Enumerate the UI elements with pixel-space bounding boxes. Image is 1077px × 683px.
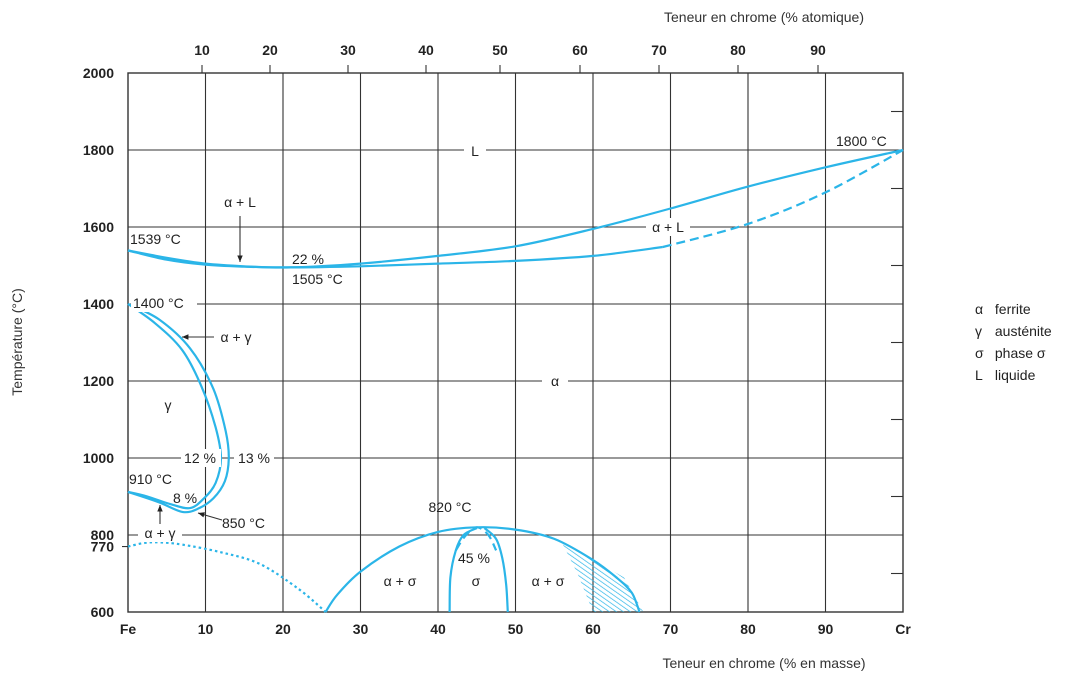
x-tick-label: 20 [275,621,291,637]
y-tick-label: 1600 [83,219,114,235]
curve-sigma-right [483,527,509,613]
x-tick-label: Cr [895,621,911,637]
legend-symbol: L [975,367,983,383]
label-1539: 1539 °C [130,231,181,247]
region-label-L: L [471,143,479,159]
x-tick-label: 30 [353,621,369,637]
y-tick-label: 2000 [83,65,114,81]
curve-sigma-boundary [324,526,641,613]
label-13: 13 % [238,450,270,466]
grid [122,65,904,613]
x2-tick-label: 40 [418,42,434,58]
label-12: 12 % [184,450,216,466]
y-axis-title: Température (°C) [9,288,25,396]
label-1505: 1505 °C [292,271,343,287]
region-label-alpha-gamma-lower: α + γ [144,525,175,541]
region-label-L-bg [464,142,486,160]
region-label-alpha-gamma-upper: α + γ [220,329,251,345]
hatch-layer [562,542,644,612]
x-tick-label: Fe [120,621,137,637]
x2-tick-label: 80 [730,42,746,58]
region-label-alpha-gamma-lower-bg [138,524,182,542]
curve-solidus-dashed [662,149,904,249]
x2-tick-label: 90 [810,42,826,58]
x2-tick-label: 20 [262,42,278,58]
label-1400-bg [131,294,197,312]
y-tick-label: 800 [91,527,115,543]
label-1800: 1800 °C [836,133,887,149]
label-12-bg [181,449,221,467]
curves [127,148,904,613]
curve-sigma-left [448,527,478,613]
y-tick-label: 600 [91,604,115,620]
label-8: 8 % [173,490,197,506]
x-tick-label: 70 [663,621,679,637]
x-axis-title: Teneur en chrome (% en masse) [662,655,865,671]
legend-item-gamma: γ austénite [975,320,1052,342]
x2-tick-label: 10 [194,42,210,58]
legend-symbol: α [975,301,984,317]
y-tick-label: 770 [91,539,115,555]
curve-sigma-dashed [454,526,498,552]
y-tick-label: 1000 [83,450,114,466]
legend: α ferrite γ austénite σ phase σ L liquid… [975,298,1052,386]
region-label-alpha-L-right: α + L [652,219,684,235]
label-45: 45 % [458,550,490,566]
x-tick-label: 40 [430,621,446,637]
region-label-gamma: γ [165,397,172,413]
x2-axis-title: Teneur en chrome (% atomique) [664,9,864,25]
x2-tick-label: 60 [572,42,588,58]
legend-item-liquid: L liquide [975,364,1052,386]
arrow-alpha-gamma-lower-head [157,505,163,512]
arrow-alpha-gamma-head [182,334,189,340]
region-label-alpha: α [551,373,559,389]
x-tick-label: 10 [198,621,214,637]
region-label-alpha-sigma-left: α + σ [384,573,417,589]
legend-symbol: γ [975,323,982,339]
label-13-bg [234,449,274,467]
x-tick-label: 50 [508,621,524,637]
region-label-alpha-L-right-bg [646,218,690,236]
label-910: 910 °C [129,471,172,487]
region-label-alpha-bg [542,372,568,390]
label-820: 820 °C [429,499,472,515]
x2-tick-label: 30 [340,42,356,58]
x2-tick-label: 70 [651,42,667,58]
curve-gamma-loop-inner [127,303,223,510]
sigma-hatch-region [562,542,644,612]
legend-text: phase σ [994,345,1046,361]
label-850: 850 °C [222,515,265,531]
x2-tick-label: 50 [492,42,508,58]
arrow-alpha-L-head [237,255,243,262]
legend-item-alpha: α ferrite [975,298,1052,320]
y-tick-label: 1800 [83,142,114,158]
y-tick-label: 1400 [83,296,114,312]
region-label-alpha-L-upper: α + L [224,194,256,210]
legend-text: liquide [994,367,1036,383]
x-tick-label: 80 [740,621,756,637]
legend-item-sigma: σ phase σ [975,342,1052,364]
curve-magnetic-dotted [127,541,327,613]
curve-gamma-loop-outer [127,303,230,514]
arrow-850-head [198,512,205,518]
legend-text: austénite [994,323,1052,339]
legend-text: ferrite [994,301,1031,317]
x-tick-label: 60 [585,621,601,637]
x-tick-label: 90 [818,621,834,637]
label-22: 22 % [292,251,324,267]
curve-solidus [127,245,663,269]
region-label-alpha-sigma-right: α + σ [532,573,565,589]
label-1400: 1400 °C [133,295,184,311]
region-label-sigma: σ [472,573,481,589]
legend-symbol: σ [975,345,984,361]
y-tick-label: 1200 [83,373,114,389]
annotations: Lα γ σ α + σ α + σ α + L α + L α + γ α + γ 1539 °… [129,133,887,589]
